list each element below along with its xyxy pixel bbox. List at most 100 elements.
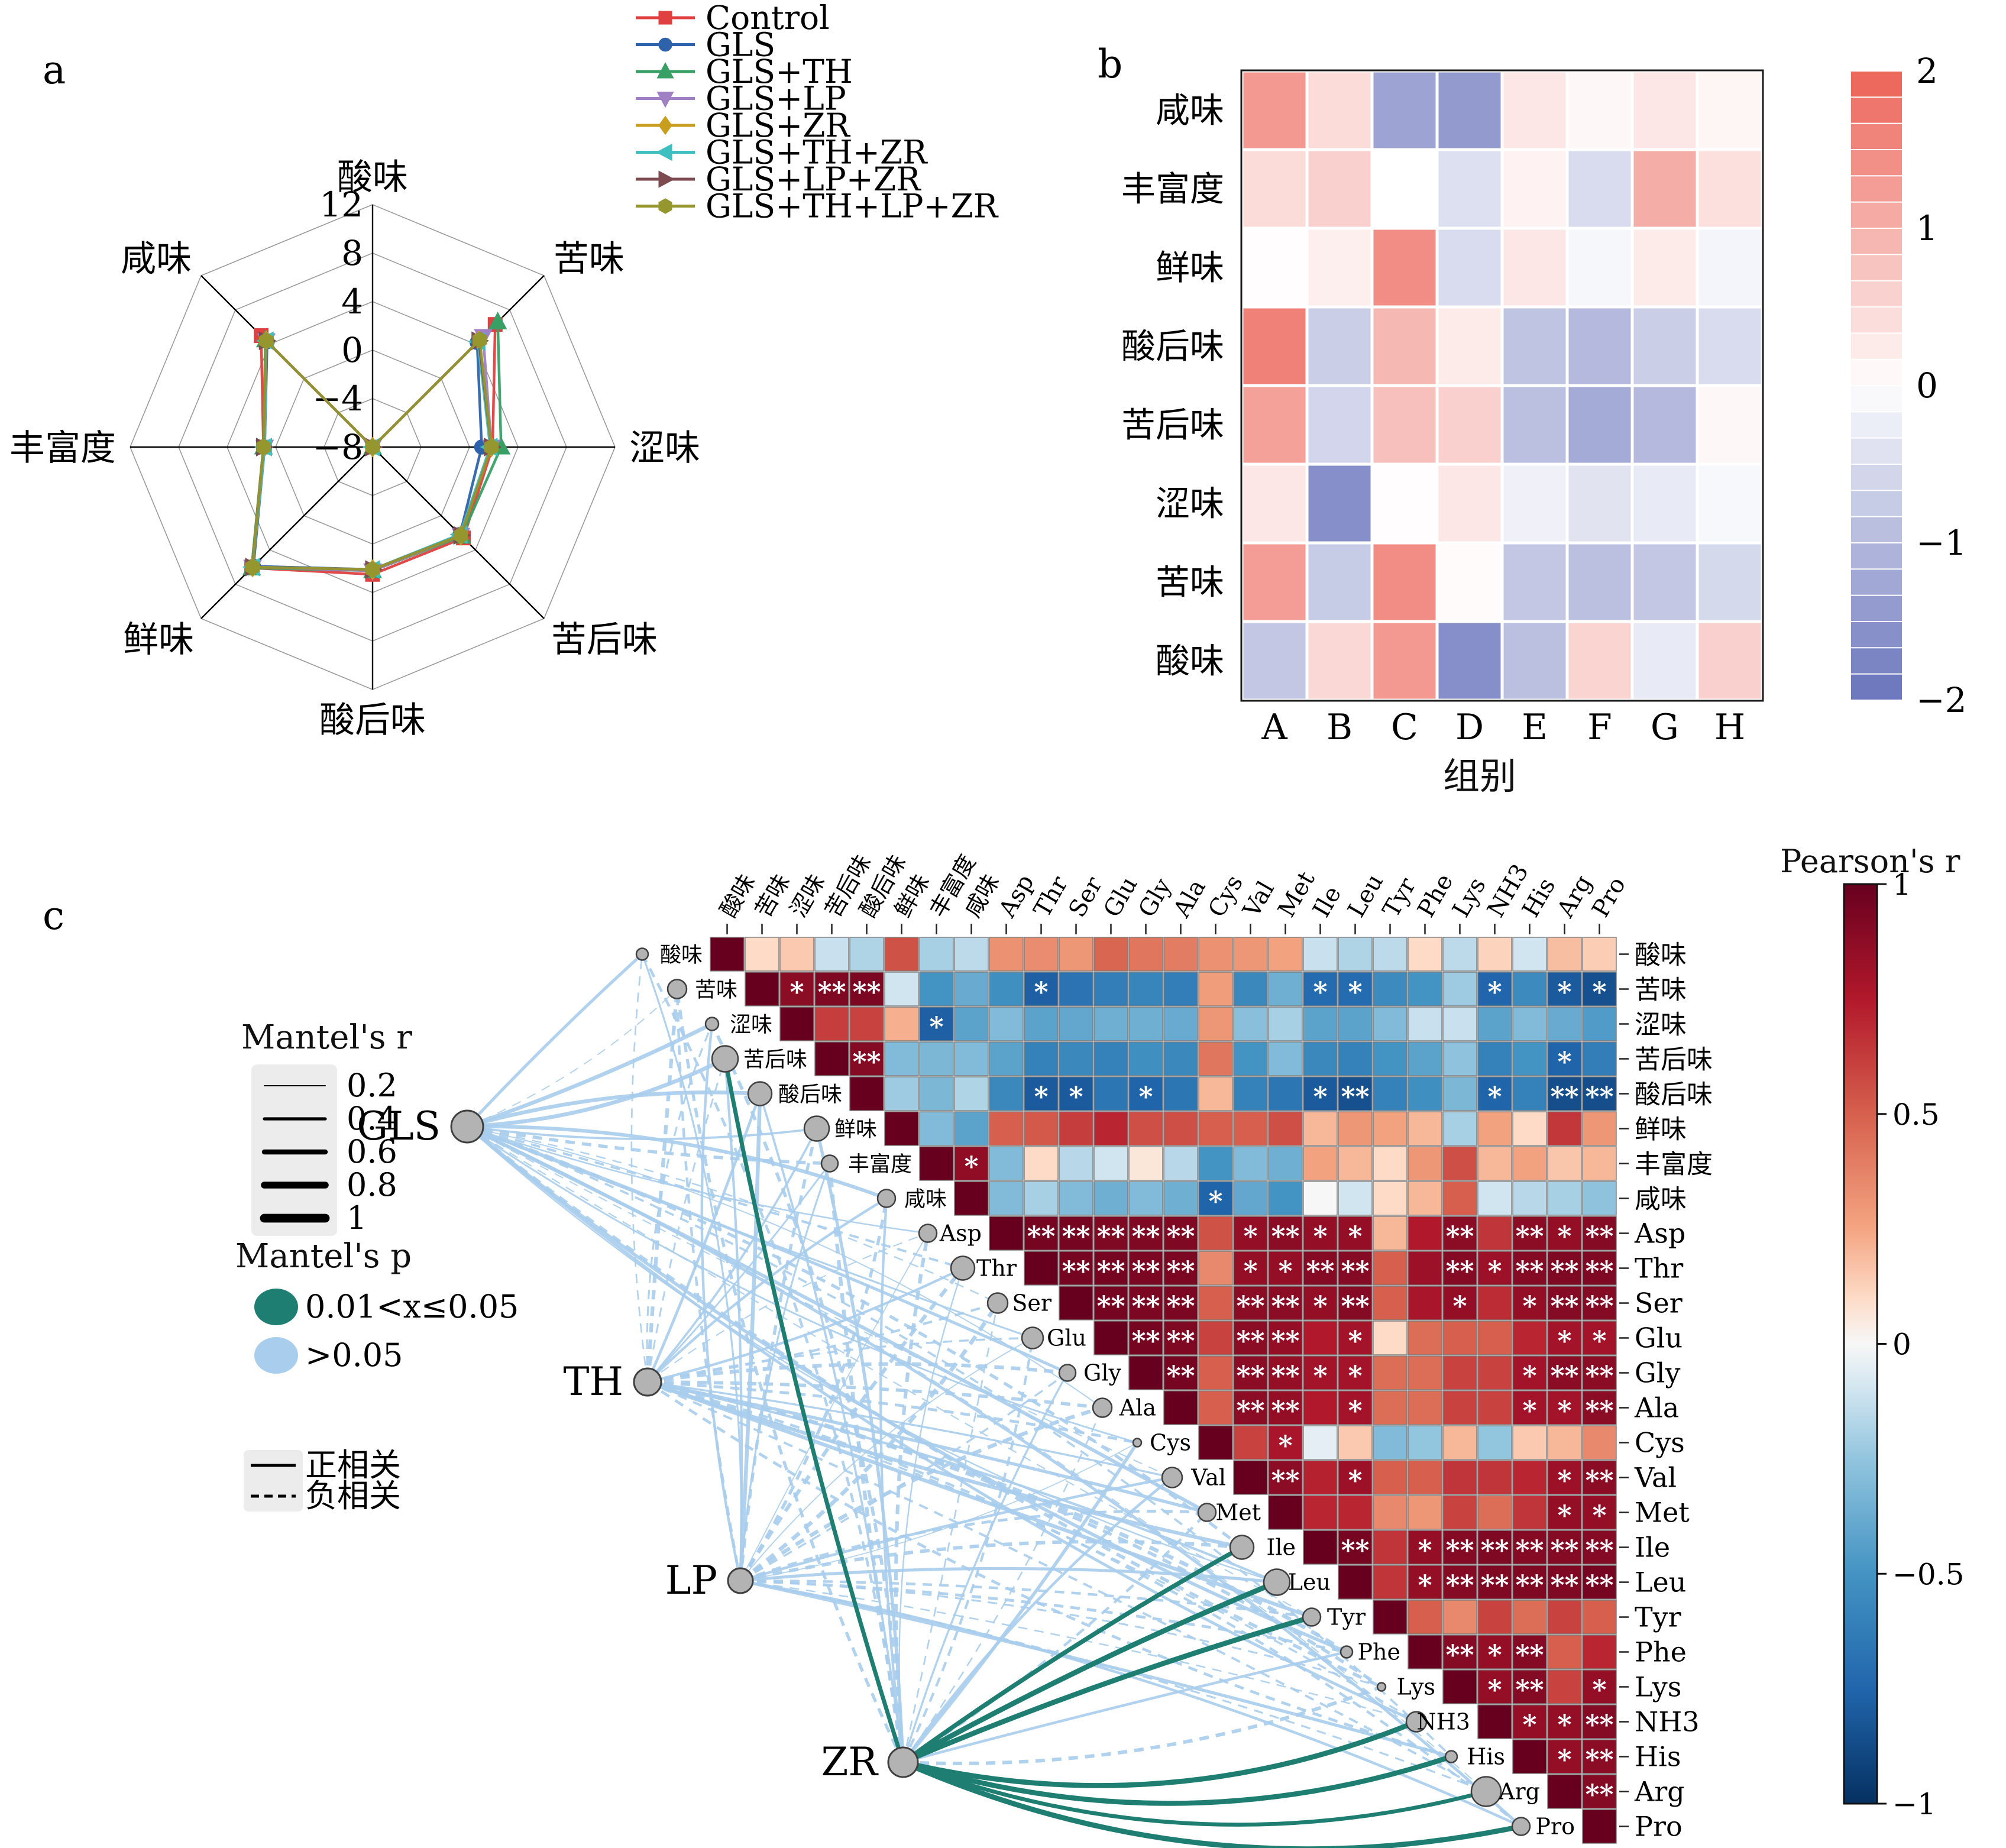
correlation-cell — [989, 937, 1024, 972]
correlation-cell — [1303, 1076, 1338, 1111]
correlation-cell — [1477, 1216, 1512, 1251]
correlation-cell — [1233, 1390, 1268, 1425]
significance-star: ** — [1515, 1535, 1544, 1567]
significance-star: ** — [1341, 1535, 1369, 1567]
correlation-cell — [1338, 1530, 1373, 1565]
legend-label: GLS+ZR — [706, 106, 850, 144]
correlation-cell — [1373, 1286, 1408, 1321]
correlation-cell — [1547, 1111, 1582, 1146]
correlation-cell — [1547, 1600, 1582, 1635]
correlation-cell — [954, 937, 989, 972]
radar-series-GLS+TH+LP+ZR — [245, 331, 499, 578]
correlation-cell — [1442, 1111, 1477, 1146]
marker-hexagon — [453, 526, 468, 544]
colorbar-segment — [1851, 465, 1902, 490]
mantel-edges — [466, 953, 1522, 1848]
correlation-cell — [1442, 1181, 1477, 1216]
correlation-cell — [1477, 1181, 1512, 1216]
correlation-cell — [1303, 1006, 1338, 1041]
variable-node-label: Glu — [1047, 1325, 1086, 1351]
correlation-cell — [779, 937, 814, 972]
variable-node-Lys — [1376, 1682, 1387, 1692]
matrix-row-label: Met — [1635, 1497, 1690, 1529]
mantel-edge-GLS-酸后味 — [467, 1090, 761, 1129]
correlation-cell — [1338, 1460, 1373, 1495]
matrix-row-label: Arg — [1634, 1776, 1685, 1808]
heatmap-cell — [1503, 544, 1566, 620]
variable-node-label: His — [1467, 1744, 1505, 1770]
treatment-node-GLS — [450, 1109, 484, 1144]
radar-tick-label: 8 — [341, 233, 363, 273]
correlation-cell — [1024, 1181, 1059, 1216]
correlation-cell — [1303, 1355, 1338, 1390]
correlation-cell — [1233, 1006, 1268, 1041]
significance-star: ** — [1445, 1255, 1474, 1287]
mantel-edge-ZR-Val — [902, 1476, 1173, 1763]
radar-series-line — [252, 338, 483, 571]
correlation-cell — [1477, 1704, 1512, 1739]
correlation-cell — [1408, 1181, 1442, 1216]
heatmap-cell — [1373, 465, 1436, 542]
correlation-cell — [1233, 1355, 1268, 1390]
correlation-cell — [1128, 1251, 1163, 1286]
significance-star: ** — [1515, 1255, 1544, 1287]
heatmap-row-label: 苦后味 — [1121, 405, 1224, 445]
correlation-cell — [1373, 1390, 1408, 1425]
correlation-cell — [1547, 1669, 1582, 1704]
correlation-cell — [1512, 1216, 1547, 1251]
matrix-row-label: 丰富度 — [1635, 1150, 1713, 1180]
correlation-cell — [1303, 972, 1338, 1006]
mantel-r-legend-value: 1 — [347, 1199, 367, 1237]
heatmap-col-label: F — [1587, 707, 1612, 748]
variable-node-涩味 — [704, 1017, 720, 1031]
heatmap-cell — [1698, 308, 1761, 384]
correlation-cell — [1408, 1355, 1442, 1390]
correlation-cell — [1408, 1495, 1442, 1530]
correlation-cell — [1059, 1076, 1093, 1111]
marker-square — [658, 11, 672, 25]
correlation-cell — [1477, 1251, 1512, 1286]
mantel-edge-ZR-Asp — [894, 1232, 930, 1763]
significance-star: * — [1348, 1395, 1362, 1427]
significance-star: ** — [1480, 1535, 1509, 1567]
treatment-node-TH — [633, 1367, 662, 1397]
mantel-edge-TH-苦后味 — [646, 1059, 726, 1383]
sign-legend-box — [244, 1450, 303, 1512]
significance-star: ** — [1271, 1360, 1299, 1392]
mantel-edge-TH-Lys — [647, 1380, 1383, 1688]
marker-circle — [658, 37, 672, 52]
correlation-cell — [1059, 1251, 1093, 1286]
correlation-cell — [1093, 937, 1128, 972]
significance-star: * — [1138, 1081, 1153, 1113]
mantel-r-legend-value: 0.8 — [347, 1166, 397, 1203]
correlation-cell — [1373, 1251, 1408, 1286]
heatmap-cells — [1243, 72, 1761, 699]
correlation-cell — [1582, 1809, 1617, 1844]
variable-node-Thr — [950, 1255, 976, 1281]
matrix-col-label: Arg — [1552, 870, 1597, 923]
heatmap-col-label: H — [1714, 707, 1745, 748]
correlation-cell — [1268, 1321, 1303, 1355]
heatmap-cell — [1308, 387, 1371, 463]
significance-star: ** — [1515, 1674, 1544, 1706]
correlation-cell — [710, 937, 745, 972]
heatmap-cell — [1568, 544, 1631, 620]
correlation-cell — [1512, 1704, 1547, 1739]
mantel-edge-GLS-涩味 — [466, 1022, 713, 1129]
correlation-cell — [1373, 972, 1408, 1006]
mantel-edge-GLS-丰富度 — [467, 1125, 830, 1166]
mantel-edge-GLS-Thr — [467, 1125, 963, 1270]
significance-star: * — [1557, 1465, 1571, 1497]
correlation-cell — [1582, 937, 1617, 972]
matrix-col-label: Phe — [1412, 869, 1458, 922]
heatmap-cell — [1698, 151, 1761, 227]
correlation-cell — [1338, 1216, 1373, 1251]
marker-hexagon — [258, 332, 274, 349]
correlation-cell — [814, 937, 849, 972]
variable-node-Asp — [918, 1224, 938, 1243]
heatmap-cell — [1503, 623, 1566, 699]
colorbar-segment — [1851, 308, 1902, 333]
significance-star: ** — [1236, 1290, 1264, 1322]
mantel-edge-LP-Gly — [740, 1372, 1068, 1582]
significance-star: ** — [1236, 1360, 1264, 1392]
